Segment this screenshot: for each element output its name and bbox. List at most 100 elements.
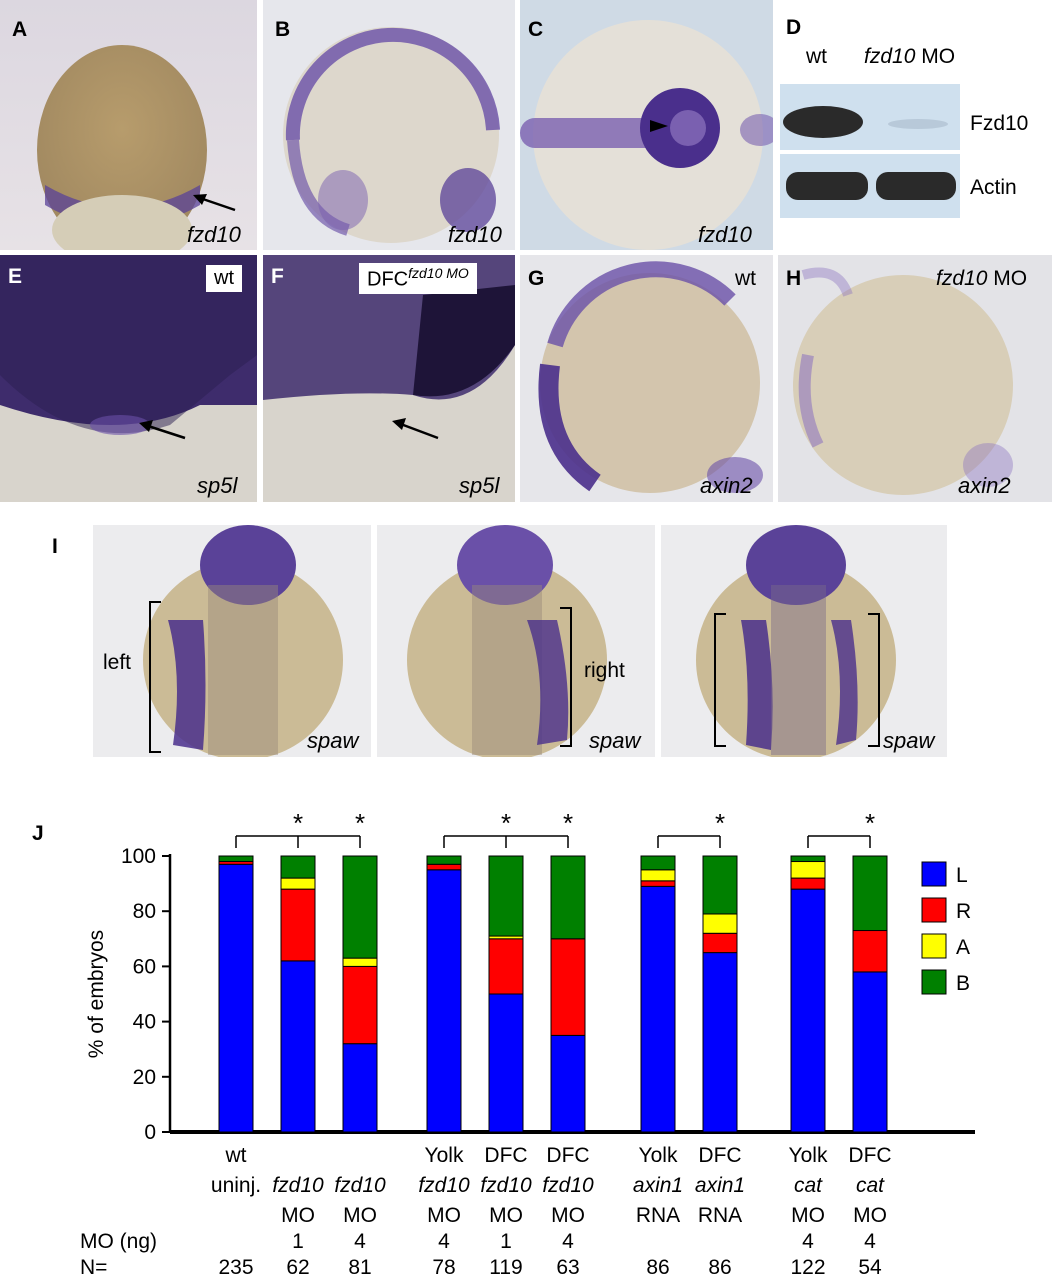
panel-g-label: G	[528, 267, 545, 290]
significance-star: *	[293, 808, 303, 838]
panel-g-tag: wt	[735, 267, 756, 290]
x-tick-label-line3: RNA	[698, 1204, 742, 1227]
bar-segment-r	[280, 888, 316, 962]
panel-d-lane-wt: wt	[806, 45, 827, 68]
n-value: 119	[489, 1256, 522, 1279]
panel-j-label: J	[32, 822, 44, 845]
panel-i-sub3-gene: spaw	[883, 728, 935, 753]
panel-i-sub1-side: left	[103, 651, 132, 674]
panel-h-label: H	[786, 267, 802, 290]
significance-star: *	[715, 808, 725, 838]
mo-dose-row-label: MO (ng)	[80, 1230, 157, 1253]
n-row-label: N=	[80, 1256, 107, 1279]
panel-e-label: E	[8, 265, 23, 288]
bar-segment-b	[702, 855, 738, 915]
n-value: 81	[348, 1256, 371, 1279]
x-tick-label-line1: Yolk	[425, 1144, 464, 1167]
x-tick-label-line2: cat	[794, 1174, 823, 1197]
x-tick-label-line3: MO	[489, 1204, 523, 1227]
y-tick-label: 60	[133, 955, 156, 978]
bar-segment-a	[342, 957, 378, 967]
legend-swatch-l	[921, 861, 947, 887]
x-tick-label-line2: fzd10	[334, 1174, 386, 1197]
panel-b: B fzd10	[263, 0, 515, 250]
panel-c: C fzd10	[520, 0, 773, 250]
bar-segment-r	[342, 965, 378, 1045]
bar-segment-b	[640, 855, 676, 871]
panel-c-embryo	[520, 20, 773, 250]
x-tick-label-line3: MO	[343, 1204, 377, 1227]
bar-segment-l	[702, 952, 738, 1133]
n-value: 235	[218, 1256, 253, 1279]
panel-i-label: I	[52, 535, 58, 558]
bar-segment-a	[280, 877, 316, 890]
panel-e-embryo	[0, 255, 257, 440]
panel-d-lane-mo-gene: fzd10	[864, 45, 916, 68]
panel-h-tag-gene: fzd10	[936, 267, 988, 290]
x-tick-label-line1: DFC	[484, 1144, 527, 1167]
panel-c-label: C	[528, 18, 544, 41]
bar-segment-l	[640, 885, 676, 1133]
panel-i-sub3-bracket-left	[714, 613, 726, 747]
panel-a: A fzd10	[0, 0, 257, 250]
x-tick-label-line1: Yolk	[789, 1144, 828, 1167]
panel-h: H fzd10 MO axin2	[778, 255, 1052, 502]
panel-i-sub2-bracket	[560, 607, 572, 747]
mo-dose-value: 1	[292, 1230, 304, 1253]
panel-b-embryo	[283, 27, 500, 243]
bar-segment-r	[790, 877, 826, 890]
x-tick-label-line1: wt	[225, 1144, 247, 1167]
panel-f: F DFCfzd10 MO sp5l	[263, 255, 515, 502]
bar-segment-b	[280, 855, 316, 879]
panel-d-band-actin: Actin	[970, 176, 1017, 199]
legend-label-a: A	[956, 936, 970, 959]
panel-i-sub3-bracket-right	[868, 613, 880, 747]
panel-h-embryo	[793, 267, 1013, 495]
panel-d-label: D	[786, 16, 802, 39]
panel-h-tag-suffix: MO	[987, 267, 1028, 290]
panel-f-label: F	[271, 265, 284, 288]
panel-i-sub2-gene: spaw	[589, 728, 641, 753]
significance-star: *	[501, 808, 511, 838]
bar-segment-r	[852, 930, 888, 973]
mo-dose-value: 1	[500, 1230, 512, 1253]
panel-g-gene: axin2	[700, 473, 753, 498]
x-tick-label-line2: fzd10	[272, 1174, 324, 1197]
x-tick-label-line1: DFC	[848, 1144, 891, 1167]
bar-segment-a	[790, 861, 826, 879]
y-tick-label: 0	[144, 1121, 156, 1144]
x-tick-label-line3: MO	[551, 1204, 585, 1227]
panel-b-label: B	[275, 18, 291, 41]
panel-g-embryo	[538, 261, 763, 493]
y-tick-label: 20	[133, 1066, 156, 1089]
panel-d: D wt fzd10 MO Fzd10 Actin	[778, 0, 1052, 250]
x-tick-label-line3: MO	[853, 1204, 887, 1227]
significance-star: *	[563, 808, 573, 838]
y-axis-title: % of embryos	[85, 930, 108, 1058]
bar-segment-r	[550, 938, 586, 1036]
panel-i-sub2-embryo	[407, 525, 607, 757]
panel-a-embryo	[37, 45, 236, 250]
bar-segment-a	[640, 869, 676, 882]
bar-segment-b	[852, 855, 888, 932]
bar-segment-r	[640, 880, 676, 887]
legend-label-b: B	[956, 972, 970, 995]
bar-segment-r	[702, 932, 738, 954]
bar-segment-b	[550, 855, 586, 940]
n-value: 62	[286, 1256, 309, 1279]
x-tick-label-line3: MO	[281, 1204, 315, 1227]
x-tick-label-line1: DFC	[698, 1144, 741, 1167]
panel-i-sub3: spaw	[661, 525, 947, 757]
x-tick-label-line2: cat	[856, 1174, 885, 1197]
bar-segment-l	[852, 971, 888, 1133]
mo-dose-value: 4	[562, 1230, 574, 1253]
panel-f-gene: sp5l	[459, 473, 500, 498]
bar-segment-l	[790, 888, 826, 1133]
x-tick-label-line1: Yolk	[639, 1144, 678, 1167]
x-tick-label-line3: MO	[427, 1204, 461, 1227]
legend-swatch-b	[921, 969, 947, 995]
panel-a-gene: fzd10	[187, 222, 241, 247]
n-value: 54	[858, 1256, 882, 1279]
y-tick-label: 40	[133, 1011, 156, 1034]
